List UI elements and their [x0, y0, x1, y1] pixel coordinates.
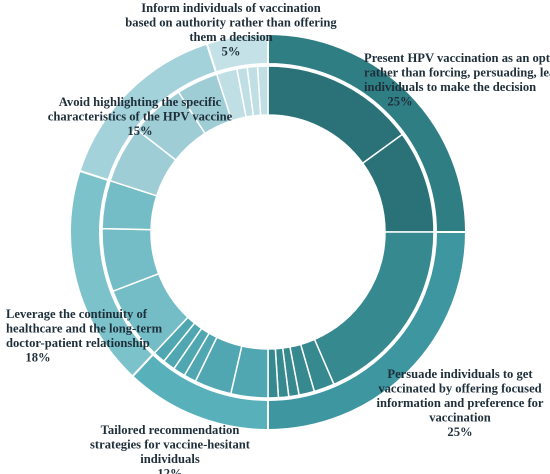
label-present-hpv-vaccination-as-an-option-rat: Present HPV vaccination as an option rath… — [364, 51, 550, 109]
category-label-line: doctor-patient relationship — [6, 336, 150, 350]
label-leverage-the-continuity-of-healthcare-an: Leverage the continuity of healthcare and… — [6, 307, 163, 365]
category-label-line: vaccinated by offering focused — [378, 382, 541, 396]
label-inform-individuals-of-vaccination-based-: Inform individuals of vaccination based o… — [125, 1, 337, 59]
category-label-line: information and preference for — [376, 396, 543, 410]
inner-ring — [101, 65, 435, 399]
value-label: 25% — [387, 95, 412, 109]
category-label-line: individuals — [140, 452, 200, 466]
outer-ring — [69, 32, 468, 432]
category-label-line: based on authority rather than offering — [125, 16, 337, 30]
data-labels: Present HPV vaccination as an option rath… — [6, 1, 550, 474]
category-label-line: characteristics of the HPV vaccine — [48, 110, 233, 124]
category-label-line: Avoid highlighting the specific — [59, 95, 222, 109]
value-label: 15% — [127, 124, 152, 138]
value-label: 12% — [157, 467, 182, 474]
value-label: 18% — [25, 351, 50, 365]
label-tailored-recommendation-strategies-for-v: Tailored recommendation strategies for va… — [90, 423, 251, 474]
inner-slice-6-4 — [256, 65, 269, 117]
category-label-line: Present HPV vaccination as an option — [364, 51, 550, 65]
value-label: 5% — [222, 45, 241, 59]
category-label-line: Leverage the continuity of — [6, 307, 148, 321]
category-label-line: them a decision — [189, 30, 272, 44]
category-label-line: healthcare and the long-term — [6, 322, 163, 336]
category-label-line: individuals to make the decision — [364, 80, 536, 94]
category-label-line: Persuade individuals to get — [387, 367, 533, 381]
value-label: 25% — [447, 425, 472, 439]
category-label-line: strategies for vaccine-hesitant — [90, 438, 251, 452]
category-label-line: vaccination — [429, 411, 491, 425]
category-label-line: Tailored recommendation — [101, 423, 240, 437]
label-avoid-highlighting-the-specific-characte: Avoid highlighting the specific character… — [48, 95, 233, 138]
outer-slice-inform-individuals-of-vaccination-based- — [205, 32, 269, 74]
category-label-line: rather than forcing, persuading, leaving — [364, 66, 550, 80]
category-label-line: Inform individuals of vaccination — [141, 1, 321, 15]
label-persuade-individuals-to-get-vaccinated-b: Persuade individuals to get vaccinated by… — [376, 367, 543, 439]
